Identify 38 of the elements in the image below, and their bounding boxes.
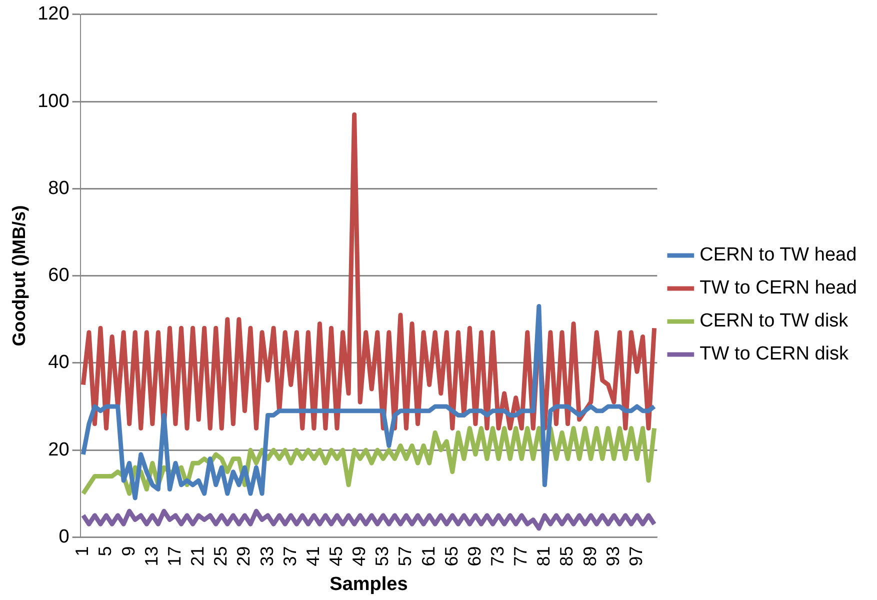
x-tick-label: 81 [534, 546, 554, 566]
x-tick-label: 25 [210, 546, 231, 566]
x-tick-label: 37 [280, 546, 300, 566]
x-tick-label: 17 [164, 546, 184, 566]
x-tick-label: 73 [488, 546, 508, 566]
legend-label: CERN to TW head [700, 244, 857, 266]
x-axis-title: Samples [330, 574, 408, 595]
x-tick-label: 33 [256, 546, 277, 566]
x-tick-label: 1 [72, 546, 92, 556]
y-tick-label: 120 [38, 4, 70, 25]
x-tick-label: 29 [234, 546, 254, 566]
legend-label: TW to CERN disk [700, 344, 850, 365]
y-tick-label: 60 [48, 265, 70, 286]
x-tick-label: 45 [326, 546, 346, 566]
x-tick-label: 5 [95, 546, 116, 556]
legend-label: TW to CERN head [700, 278, 858, 299]
y-axis-title: Goodput ()MB/s) [8, 205, 29, 346]
x-tick-label: 77 [510, 546, 531, 566]
x-tick-label: 21 [188, 546, 208, 566]
x-tick-label: 57 [395, 546, 416, 566]
x-tick-label: 69 [464, 546, 484, 566]
x-tick-label: 89 [580, 546, 600, 566]
y-tick-label: 80 [48, 178, 70, 199]
y-tick-label: 0 [58, 526, 70, 548]
y-tick-label: 100 [38, 90, 70, 112]
x-tick-label: 65 [441, 546, 462, 566]
x-tick-label: 61 [418, 546, 438, 566]
y-tick-label: 40 [48, 352, 70, 374]
legend-label: CERN to TW disk [700, 310, 849, 332]
x-tick-label: 93 [602, 546, 623, 566]
y-tick-label: 20 [48, 439, 70, 460]
x-tick-label: 41 [302, 546, 323, 566]
x-tick-label: 9 [118, 546, 138, 556]
x-tick-label: 85 [556, 546, 577, 566]
x-tick-label: 13 [141, 546, 162, 566]
x-tick-label: 53 [372, 546, 392, 566]
x-tick-label: 97 [626, 546, 646, 566]
x-tick-label: 49 [349, 546, 370, 566]
